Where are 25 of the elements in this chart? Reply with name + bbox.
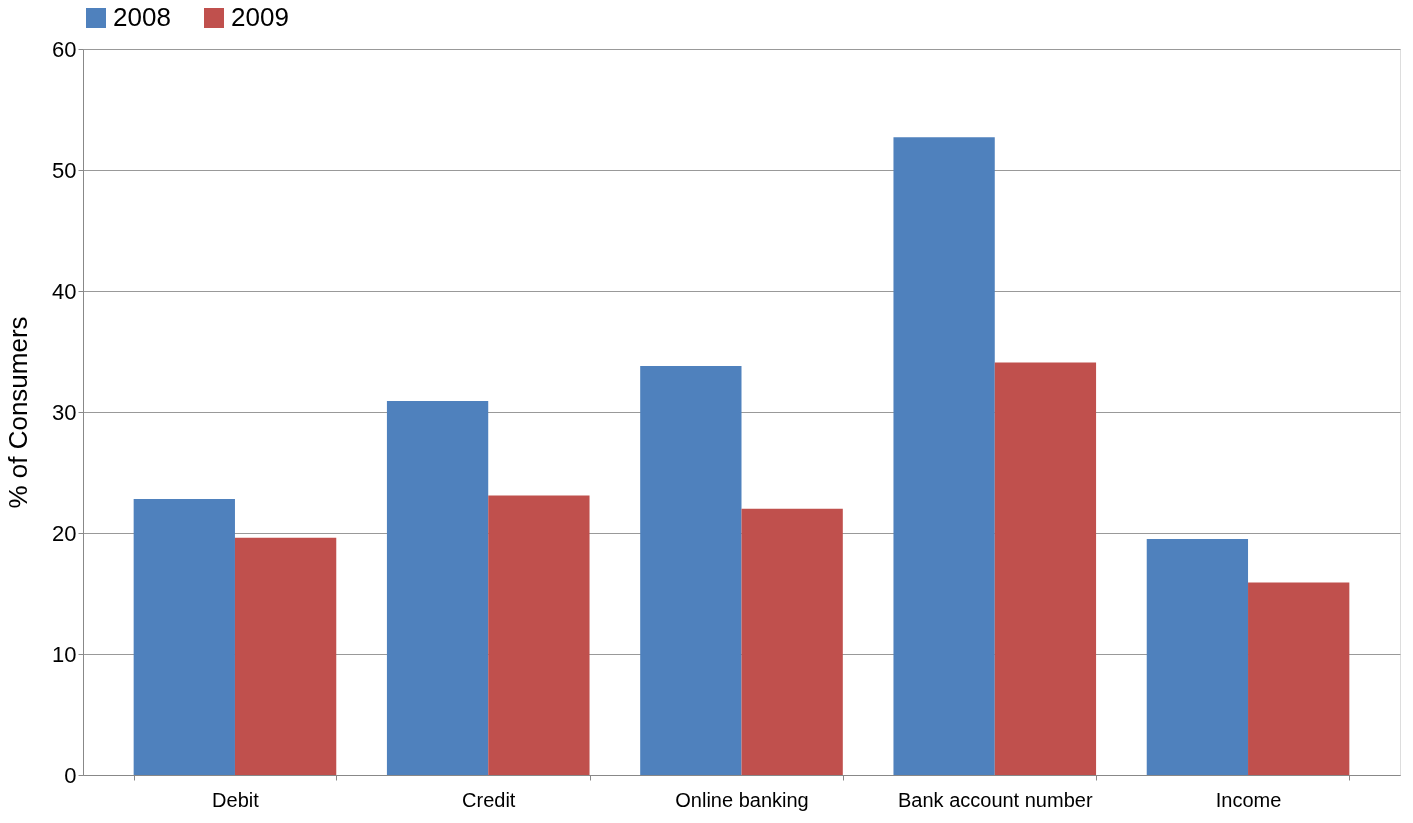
bar [741,508,843,775]
bar [133,499,235,775]
bar [488,495,590,775]
legend-label: 2008 [113,2,171,32]
x-tick-label: Credit [462,788,516,811]
y-tick-label: 50 [52,157,77,183]
y-tick-label: 30 [52,399,77,425]
bar [1146,539,1249,775]
x-tick-label: Income [1215,788,1282,811]
y-tick-label: 10 [52,641,77,667]
x-tick-label: Online banking [675,788,809,811]
y-tick-label: 0 [64,762,77,788]
y-tick-label: 40 [52,278,77,304]
bar [994,362,1097,775]
y-axis-title: % of Consumers [3,316,34,509]
bar [234,537,337,775]
bar [640,366,742,775]
bar [1248,582,1350,775]
x-tick-label: Bank account number [897,788,1093,811]
y-tick-label: 60 [52,36,77,62]
x-tick-label: Debit [212,788,260,811]
legend-label: 2009 [231,2,289,32]
bar [386,401,489,775]
y-tick-label: 20 [52,520,77,546]
bar [893,137,995,775]
